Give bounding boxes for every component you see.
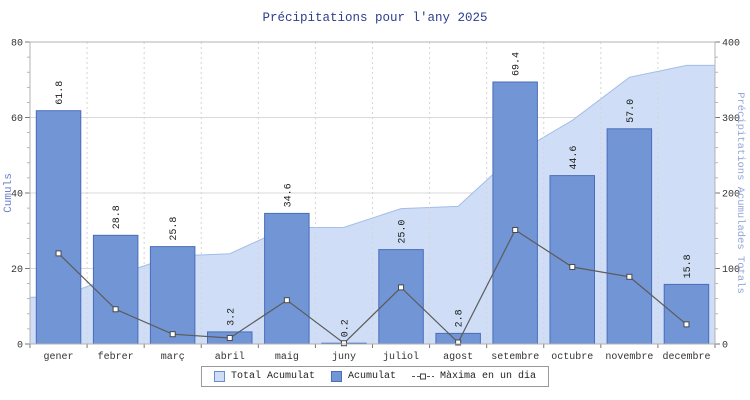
svg-text:setembre: setembre bbox=[491, 351, 539, 363]
svg-text:0: 0 bbox=[17, 341, 23, 352]
svg-text:44.6: 44.6 bbox=[569, 146, 580, 170]
marker-octubre bbox=[569, 263, 576, 270]
vertical-grid-layer bbox=[86, 42, 659, 344]
svg-text:agost: agost bbox=[443, 352, 473, 363]
marker-decembre bbox=[683, 321, 690, 328]
svg-text:57.0: 57.0 bbox=[626, 99, 637, 123]
legend-label-maxima: Màxima en un dia bbox=[440, 371, 537, 382]
marker-febrer bbox=[112, 306, 119, 313]
chart-title: Précipitations pour l'any 2025 bbox=[262, 11, 488, 25]
marker-setembre bbox=[512, 226, 519, 233]
bar-series-swatch-icon bbox=[330, 371, 342, 382]
svg-text:25.0: 25.0 bbox=[398, 220, 409, 244]
svg-text:juny: juny bbox=[332, 351, 356, 363]
legend-item-total-acumulat: Total Acumulat bbox=[213, 371, 315, 382]
svg-text:28.8: 28.8 bbox=[112, 205, 123, 229]
svg-text:juliol: juliol bbox=[383, 351, 419, 363]
svg-text:novembre: novembre bbox=[605, 351, 653, 363]
marker-novembre bbox=[626, 273, 633, 280]
marker-març bbox=[169, 331, 176, 338]
bar-juliol bbox=[378, 249, 424, 345]
svg-text:25.8: 25.8 bbox=[169, 217, 180, 241]
legend-label-total-acumulat: Total Acumulat bbox=[230, 371, 315, 382]
svg-text:0: 0 bbox=[722, 341, 728, 352]
svg-text:100: 100 bbox=[722, 265, 740, 276]
svg-text:0.2: 0.2 bbox=[340, 319, 351, 337]
svg-text:15.8: 15.8 bbox=[683, 254, 694, 278]
svg-text:40: 40 bbox=[11, 190, 23, 201]
svg-text:març: març bbox=[161, 352, 185, 363]
legend-item-acumulat: Acumulat bbox=[330, 371, 397, 382]
svg-text:octubre: octubre bbox=[551, 351, 593, 363]
bar-novembre bbox=[606, 128, 653, 345]
bar-decembre bbox=[663, 283, 710, 345]
bar-series bbox=[35, 81, 710, 345]
svg-text:34.6: 34.6 bbox=[283, 183, 294, 207]
svg-text:gener: gener bbox=[44, 352, 74, 363]
legend-label-acumulat: Acumulat bbox=[347, 371, 397, 382]
right-axis-title: Précipitations Acumulades Totals bbox=[734, 92, 746, 294]
svg-text:80: 80 bbox=[11, 39, 23, 50]
svg-text:abril: abril bbox=[215, 351, 245, 363]
bar-febrer bbox=[92, 234, 139, 345]
line-series bbox=[55, 226, 690, 347]
bar-value-labels: 61.8 28.8 25.8 3.2 34.6 0.2 25.0 2.8 69.4 44.6 57.… bbox=[55, 52, 694, 337]
plot-border bbox=[29, 41, 716, 345]
left-axis-title: Cumuls bbox=[3, 173, 15, 213]
svg-text:3.2: 3.2 bbox=[226, 308, 237, 326]
svg-text:60: 60 bbox=[11, 114, 23, 125]
svg-text:61.8: 61.8 bbox=[55, 81, 66, 105]
chart-legend: Total Acumulat Acumulat Màxima en un dia bbox=[200, 366, 550, 387]
marker-maig bbox=[283, 297, 290, 304]
line-marker-swatch-icon bbox=[412, 371, 435, 382]
x-axis-labels: gener febrer març abril maig juny juliol agost s… bbox=[44, 351, 711, 363]
legend-item-maxima: Màxima en un dia bbox=[412, 371, 536, 382]
marker-juliol bbox=[398, 284, 405, 291]
bar-maig bbox=[264, 212, 310, 345]
marker-juny bbox=[340, 340, 347, 347]
bar-octubre bbox=[549, 175, 595, 345]
area-series-swatch-icon bbox=[213, 371, 225, 382]
svg-text:300: 300 bbox=[722, 114, 740, 125]
bar-gener bbox=[35, 110, 82, 345]
bar-març bbox=[149, 246, 196, 345]
marker-gener bbox=[55, 250, 62, 257]
svg-text:febrer: febrer bbox=[98, 351, 134, 363]
svg-text:400: 400 bbox=[722, 39, 740, 50]
bar-setembre bbox=[492, 81, 538, 345]
svg-text:200: 200 bbox=[722, 190, 740, 201]
svg-text:20: 20 bbox=[11, 265, 23, 276]
svg-text:maig: maig bbox=[275, 351, 299, 363]
svg-text:decembre: decembre bbox=[662, 351, 710, 363]
marker-agost bbox=[455, 339, 462, 346]
svg-text:2.8: 2.8 bbox=[455, 309, 466, 327]
marker-abril bbox=[226, 334, 233, 341]
axis-ticks: 0 20 40 60 80 0 100 200 300 400 bbox=[11, 39, 740, 352]
svg-text:69.4: 69.4 bbox=[512, 52, 523, 76]
